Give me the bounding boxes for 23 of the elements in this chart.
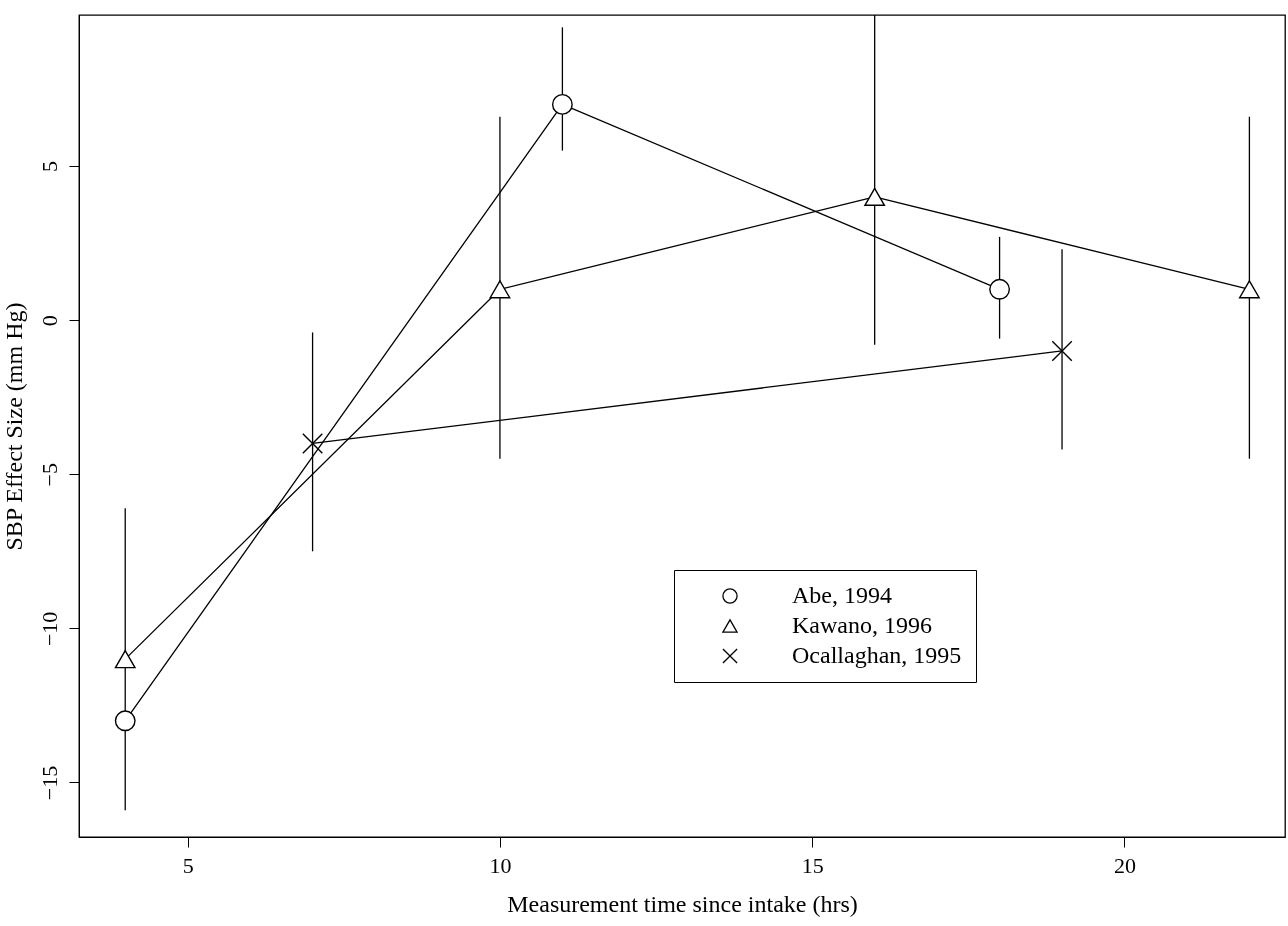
- legend-label: Kawano, 1996: [792, 612, 932, 638]
- point: [551, 93, 573, 115]
- y-tick-label: 5: [36, 161, 62, 173]
- point: [1051, 340, 1073, 362]
- point: [302, 432, 324, 454]
- y-axis-title: SBP Effect Size (mm Hg): [0, 302, 27, 551]
- legend-label: Abe, 1994: [792, 582, 892, 608]
- y-tick-label: −5: [36, 463, 62, 487]
- point: [114, 710, 136, 732]
- y-tick-label: 0: [36, 315, 62, 327]
- point: [864, 187, 886, 206]
- x-axis-title: Measurement time since intake (hrs): [507, 890, 858, 917]
- x-tick-label: 20: [1113, 852, 1136, 878]
- point: [1238, 280, 1260, 299]
- point: [989, 278, 1011, 300]
- point: [114, 650, 136, 669]
- x-tick-label: 10: [489, 852, 512, 878]
- legend-label: Ocallaghan, 1995: [792, 642, 962, 668]
- x-tick-label: 5: [182, 852, 194, 878]
- y-tick-label: −15: [36, 765, 62, 801]
- point: [489, 280, 511, 299]
- x-tick-label: 15: [801, 852, 824, 878]
- y-tick-label: −10: [36, 611, 62, 647]
